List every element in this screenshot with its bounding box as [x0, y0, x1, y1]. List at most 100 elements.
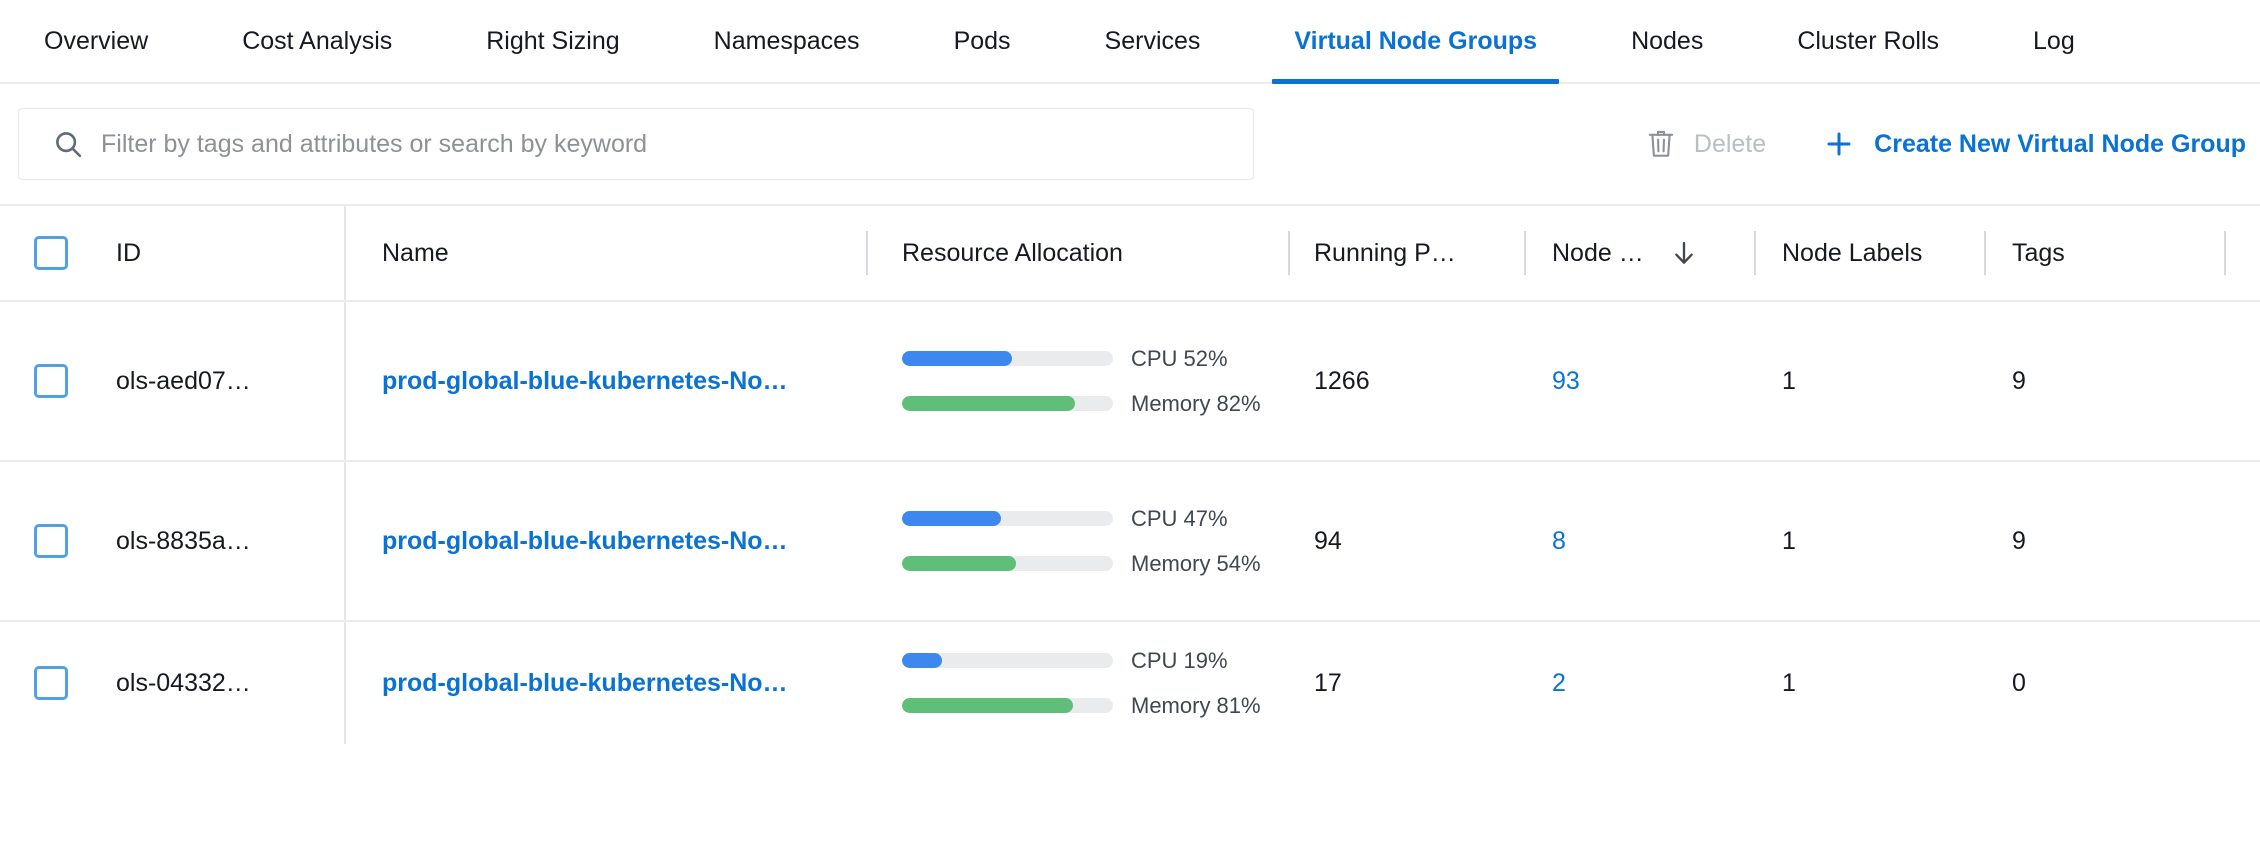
tab-cluster-rolls[interactable]: Cluster Rolls — [1797, 29, 1939, 82]
tab-cost-analysis[interactable]: Cost Analysis — [242, 29, 392, 82]
table-row[interactable]: ols-aed07… prod-global-blue-kubernetes-N… — [0, 302, 2260, 462]
row-checkbox[interactable] — [34, 524, 68, 558]
cpu-label: CPU 19% — [1131, 647, 1228, 673]
running-pods-value: 94 — [1314, 526, 1342, 555]
column-header-resource-allocation[interactable]: Resource Allocation — [866, 206, 1288, 300]
column-header-nodes[interactable]: Node … — [1524, 206, 1754, 300]
name-link[interactable]: prod-global-blue-kubernetes-No… — [382, 526, 788, 555]
tab-bar: Overview Cost Analysis Right Sizing Name… — [0, 0, 2260, 84]
cell-id: ols-aed07… — [102, 302, 344, 460]
row-select-cell — [0, 622, 102, 744]
cell-nodes: 93 — [1524, 302, 1754, 460]
resource-allocation-bars: CPU 52% Memory 82% — [902, 346, 1261, 417]
memory-progress-fill — [902, 556, 1016, 571]
cell-name: prod-global-blue-kubernetes-No… — [344, 462, 866, 620]
running-pods-value: 17 — [1314, 668, 1342, 697]
memory-progress-fill — [902, 396, 1076, 411]
resource-allocation-bars: CPU 19% Memory 81% — [902, 648, 1261, 719]
cell-tags: 9 — [1984, 302, 2224, 460]
cpu-progress-fill — [902, 511, 1002, 526]
tags-value: 9 — [2012, 526, 2026, 555]
cpu-allocation: CPU 52% — [902, 346, 1261, 372]
table-preferences-cell — [2224, 206, 2260, 300]
tags-value: 9 — [2012, 366, 2026, 395]
cell-resource-allocation: CPU 47% Memory 54% — [866, 462, 1288, 620]
column-header-running-pods[interactable]: Running P… — [1288, 206, 1524, 300]
tab-right-sizing[interactable]: Right Sizing — [486, 29, 619, 82]
delete-button[interactable]: Delete — [1646, 128, 1766, 160]
arrow-down-icon — [1670, 239, 1698, 267]
nodes-link[interactable]: 93 — [1552, 366, 1580, 395]
row-checkbox[interactable] — [34, 364, 68, 398]
cell-nodes: 2 — [1524, 622, 1754, 744]
tab-label: Virtual Node Groups — [1294, 27, 1538, 55]
memory-progress-bar — [902, 396, 1113, 411]
id-value: ols-aed07… — [116, 366, 251, 395]
cpu-allocation: CPU 47% — [902, 506, 1261, 532]
search-box[interactable] — [18, 108, 1254, 180]
column-header-label: Resource Allocation — [902, 238, 1123, 267]
cell-running-pods: 1266 — [1288, 302, 1524, 460]
tab-pods[interactable]: Pods — [954, 29, 1011, 82]
cell-resource-allocation: CPU 52% Memory 82% — [866, 302, 1288, 460]
memory-progress-fill — [902, 698, 1073, 713]
select-all-checkbox[interactable] — [34, 236, 68, 270]
cpu-progress-fill — [902, 653, 943, 668]
table-toolbar: Delete Create New Virtual Node Group — [0, 84, 2260, 204]
column-header-node-labels[interactable]: Node Labels — [1754, 206, 1984, 300]
delete-label: Delete — [1693, 129, 1767, 158]
tab-label: Services — [1104, 27, 1201, 55]
id-value: ols-04332… — [116, 668, 251, 697]
row-checkbox[interactable] — [34, 666, 68, 700]
create-new-virtual-node-group-button[interactable]: Create New Virtual Node Group — [1824, 129, 2246, 159]
nodes-link[interactable]: 8 — [1552, 526, 1566, 555]
tab-services[interactable]: Services — [1105, 29, 1201, 82]
toolbar-actions: Delete Create New Virtual Node Group — [1646, 84, 2246, 204]
column-header-label: Tags — [2012, 238, 2065, 267]
node-labels-value: 1 — [1782, 526, 1796, 555]
name-link[interactable]: prod-global-blue-kubernetes-No… — [382, 366, 788, 395]
cell-resource-allocation: CPU 19% Memory 81% — [866, 622, 1288, 744]
table-row[interactable]: ols-8835a… prod-global-blue-kubernetes-N… — [0, 462, 2260, 622]
tab-label: Nodes — [1631, 27, 1704, 55]
cell-nodes: 8 — [1524, 462, 1754, 620]
row-select-cell — [0, 302, 102, 460]
cpu-progress-bar — [902, 351, 1113, 366]
tags-value: 0 — [2012, 668, 2026, 697]
tab-label: Pods — [953, 27, 1011, 55]
cell-node-labels: 1 — [1754, 462, 1984, 620]
column-header-label: Node Labels — [1782, 238, 1923, 267]
tab-virtual-node-groups[interactable]: Virtual Node Groups — [1272, 27, 1559, 84]
create-label: Create New Virtual Node Group — [1874, 129, 2246, 158]
tab-label: Cost Analysis — [242, 27, 393, 55]
tab-namespaces[interactable]: Namespaces — [714, 29, 860, 82]
cpu-label: CPU 47% — [1131, 505, 1228, 531]
cell-node-labels: 1 — [1754, 622, 1984, 744]
memory-label: Memory 82% — [1131, 390, 1261, 416]
tab-nodes[interactable]: Nodes — [1631, 29, 1703, 82]
tab-label: Overview — [44, 27, 149, 55]
column-header-label: Name — [382, 238, 449, 267]
column-header-id[interactable]: ID — [102, 206, 344, 300]
nodes-link[interactable]: 2 — [1552, 668, 1566, 697]
search-icon — [53, 129, 83, 159]
tab-overview[interactable]: Overview — [44, 29, 148, 82]
search-input[interactable] — [101, 129, 1181, 159]
name-link[interactable]: prod-global-blue-kubernetes-No… — [382, 668, 788, 697]
table-row[interactable]: ols-04332… prod-global-blue-kubernetes-N… — [0, 622, 2260, 744]
id-value: ols-8835a… — [116, 526, 251, 555]
column-header-name[interactable]: Name — [344, 206, 866, 300]
tab-label: Namespaces — [713, 27, 860, 55]
running-pods-value: 1266 — [1314, 366, 1370, 395]
resource-allocation-bars: CPU 47% Memory 54% — [902, 506, 1261, 577]
cpu-label: CPU 52% — [1131, 345, 1228, 371]
cell-running-pods: 94 — [1288, 462, 1524, 620]
memory-label: Memory 81% — [1131, 692, 1261, 718]
table-header-row: ID Name Resource Allocation Running P… N… — [0, 204, 2260, 302]
column-header-label: Node … — [1552, 238, 1644, 267]
tab-log[interactable]: Log — [2033, 29, 2075, 82]
tab-label: Cluster Rolls — [1797, 27, 1940, 55]
column-header-tags[interactable]: Tags — [1984, 206, 2224, 300]
memory-progress-bar — [902, 556, 1113, 571]
